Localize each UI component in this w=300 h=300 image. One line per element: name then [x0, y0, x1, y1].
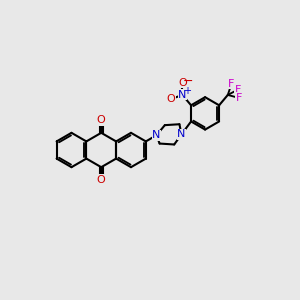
Text: N: N [152, 130, 161, 140]
Text: O: O [97, 175, 106, 185]
Text: O: O [167, 94, 175, 104]
Text: F: F [236, 93, 242, 103]
Text: O: O [97, 115, 106, 125]
Text: N: N [177, 129, 186, 140]
Text: N: N [178, 90, 187, 100]
Text: F: F [235, 85, 241, 94]
Text: −: − [182, 75, 193, 88]
Text: O: O [178, 78, 187, 88]
Text: F: F [228, 79, 235, 89]
Text: +: + [183, 85, 191, 95]
